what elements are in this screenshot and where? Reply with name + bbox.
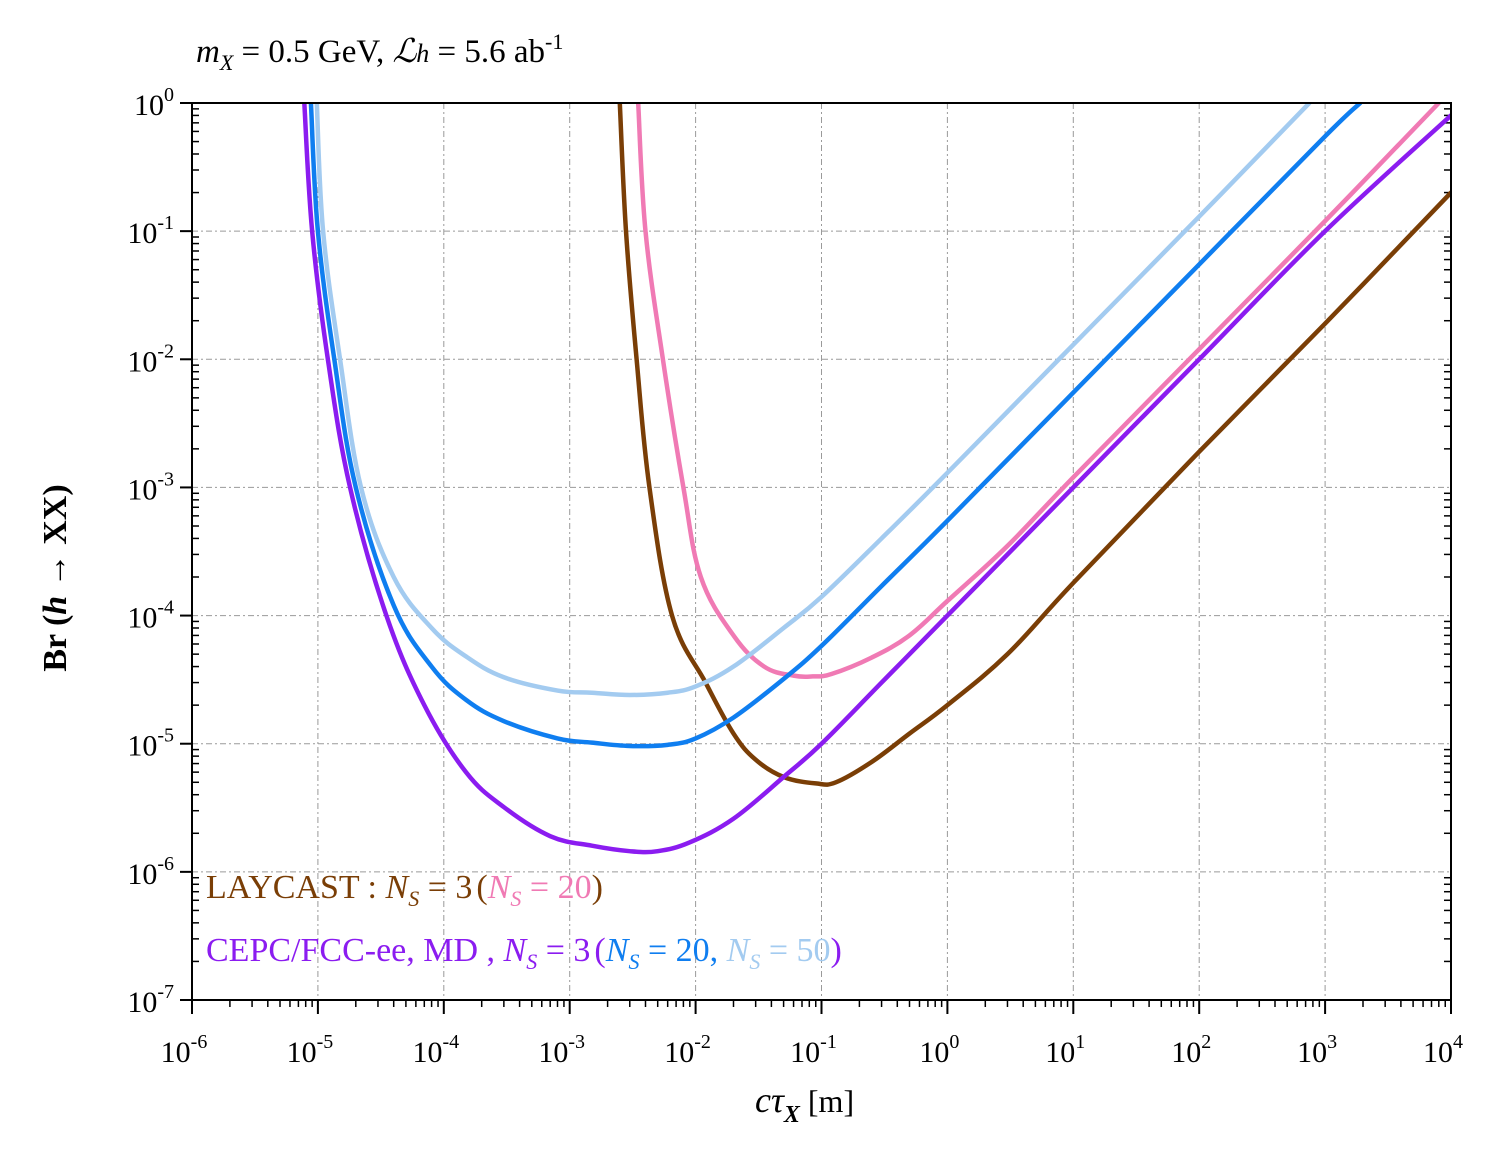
- x-tick-label: 100: [919, 1031, 959, 1069]
- legend: LAYCAST : NS = 3 (NS = 20) CEPC/FCC-ee, M…: [206, 869, 842, 974]
- x-tick-labels: 10-6 10-5 10-4 10-3 10-2 10-1 100 101 102 103 104: [161, 1031, 1463, 1069]
- x-axis-label: cτX [m]: [755, 1080, 854, 1128]
- x-tick-label: 103: [1297, 1031, 1337, 1069]
- y-tick-label: 10-6: [127, 853, 174, 891]
- series-line: [302, 103, 1451, 855]
- x-tick-label: 10-4: [412, 1031, 459, 1069]
- x-tick-label: 101: [1045, 1031, 1085, 1069]
- grid: [192, 103, 1451, 1000]
- minor-ticks: [180, 102, 1452, 1014]
- y-axis-label: Br (h → XX): [37, 484, 74, 671]
- series-line: [314, 103, 1312, 698]
- y-tick-label: 10-7: [127, 981, 174, 1019]
- y-tick-label: 10-1: [127, 212, 174, 250]
- y-tick-label: 10-3: [127, 468, 174, 506]
- y-tick-label: 10-5: [127, 725, 174, 763]
- x-tick-label: 102: [1171, 1031, 1211, 1069]
- y-tick-label: 100: [134, 84, 174, 122]
- x-tick-label: 10-6: [161, 1031, 208, 1069]
- plot-frame: [191, 102, 1452, 1001]
- y-tick-label: 10-2: [127, 340, 174, 378]
- legend-laycast: LAYCAST : NS = 3 (NS = 20): [206, 869, 603, 911]
- y-tick-label: 10-4: [127, 597, 174, 635]
- curves: [302, 103, 1451, 855]
- x-tick-label: 10-5: [287, 1031, 334, 1069]
- series-line: [617, 103, 1451, 787]
- x-tick-label: 104: [1423, 1031, 1463, 1069]
- y-tick-labels: 10-7 10-6 10-5 10-4 10-3 10-2 10-1 100: [127, 84, 174, 1019]
- series-line: [635, 103, 1442, 680]
- series-line: [308, 103, 1363, 749]
- chart-title: mX = 0.5 GeV, ℒh = 5.6 ab-1: [196, 29, 563, 75]
- x-tick-label: 10-1: [790, 1031, 837, 1069]
- legend-cepc: CEPC/FCC-ee, MD , NS = 3 (NS = 20, NS = 5…: [206, 932, 842, 974]
- x-tick-label: 10-3: [538, 1031, 585, 1069]
- x-tick-label: 10-2: [664, 1031, 711, 1069]
